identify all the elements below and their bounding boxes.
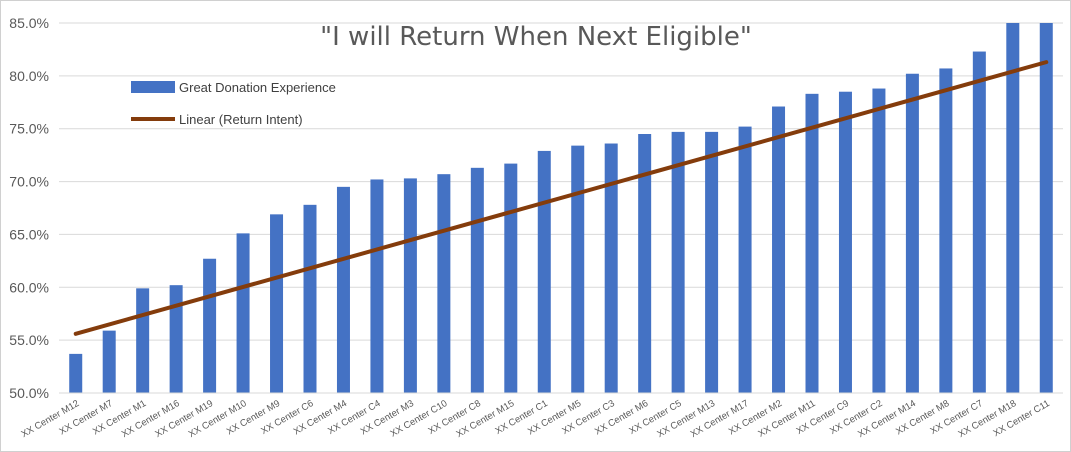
bar xyxy=(504,163,518,393)
legend: Great Donation Experience Linear (Return… xyxy=(131,80,336,127)
bar xyxy=(169,285,183,393)
bar xyxy=(403,178,417,393)
legend-bar-label: Great Donation Experience xyxy=(179,80,336,95)
bar xyxy=(772,106,786,393)
bar xyxy=(102,330,116,393)
y-tick-label: 70.0% xyxy=(9,174,49,190)
bar xyxy=(470,167,484,393)
bar xyxy=(805,93,819,393)
bar xyxy=(437,174,451,393)
y-tick-label: 80.0% xyxy=(9,68,49,84)
bar xyxy=(972,51,986,394)
bar xyxy=(1006,23,1020,393)
bars xyxy=(69,23,1053,394)
y-tick-label: 55.0% xyxy=(9,332,49,348)
y-tick-label: 85.0% xyxy=(9,15,49,31)
y-axis-ticks: 50.0% 55.0% 60.0% 65.0% 70.0% 75.0% 80.0% 85.0% xyxy=(9,15,49,401)
bar xyxy=(136,288,150,393)
y-tick-label: 60.0% xyxy=(9,279,49,295)
gridlines xyxy=(59,22,1063,341)
bar xyxy=(604,143,618,393)
bar xyxy=(303,204,317,393)
y-tick-label: 75.0% xyxy=(9,121,49,137)
legend-bar-swatch xyxy=(131,81,175,93)
bar xyxy=(939,68,953,393)
bar xyxy=(336,186,350,393)
bar xyxy=(203,258,217,393)
bar xyxy=(537,150,551,393)
bar xyxy=(638,134,652,393)
bar xyxy=(838,91,852,393)
legend-line-label: Linear (Return Intent) xyxy=(179,112,303,127)
chart-title: "I will Return When Next Eligible" xyxy=(320,22,752,52)
bar xyxy=(571,145,585,393)
trendline xyxy=(73,60,1049,336)
bar xyxy=(236,233,250,393)
bar xyxy=(705,131,719,393)
bar xyxy=(738,126,752,393)
bar xyxy=(370,179,384,393)
bar xyxy=(69,353,83,393)
bar xyxy=(905,73,919,393)
bar xyxy=(270,214,284,393)
y-tick-label: 50.0% xyxy=(9,385,49,401)
bar xyxy=(671,131,685,393)
y-tick-label: 65.0% xyxy=(9,226,49,242)
bar xyxy=(872,88,886,394)
bar xyxy=(1039,23,1053,393)
